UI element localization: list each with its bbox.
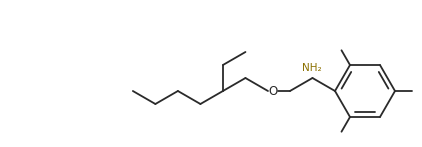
Text: NH₂: NH₂	[302, 63, 321, 73]
Text: O: O	[268, 85, 278, 97]
